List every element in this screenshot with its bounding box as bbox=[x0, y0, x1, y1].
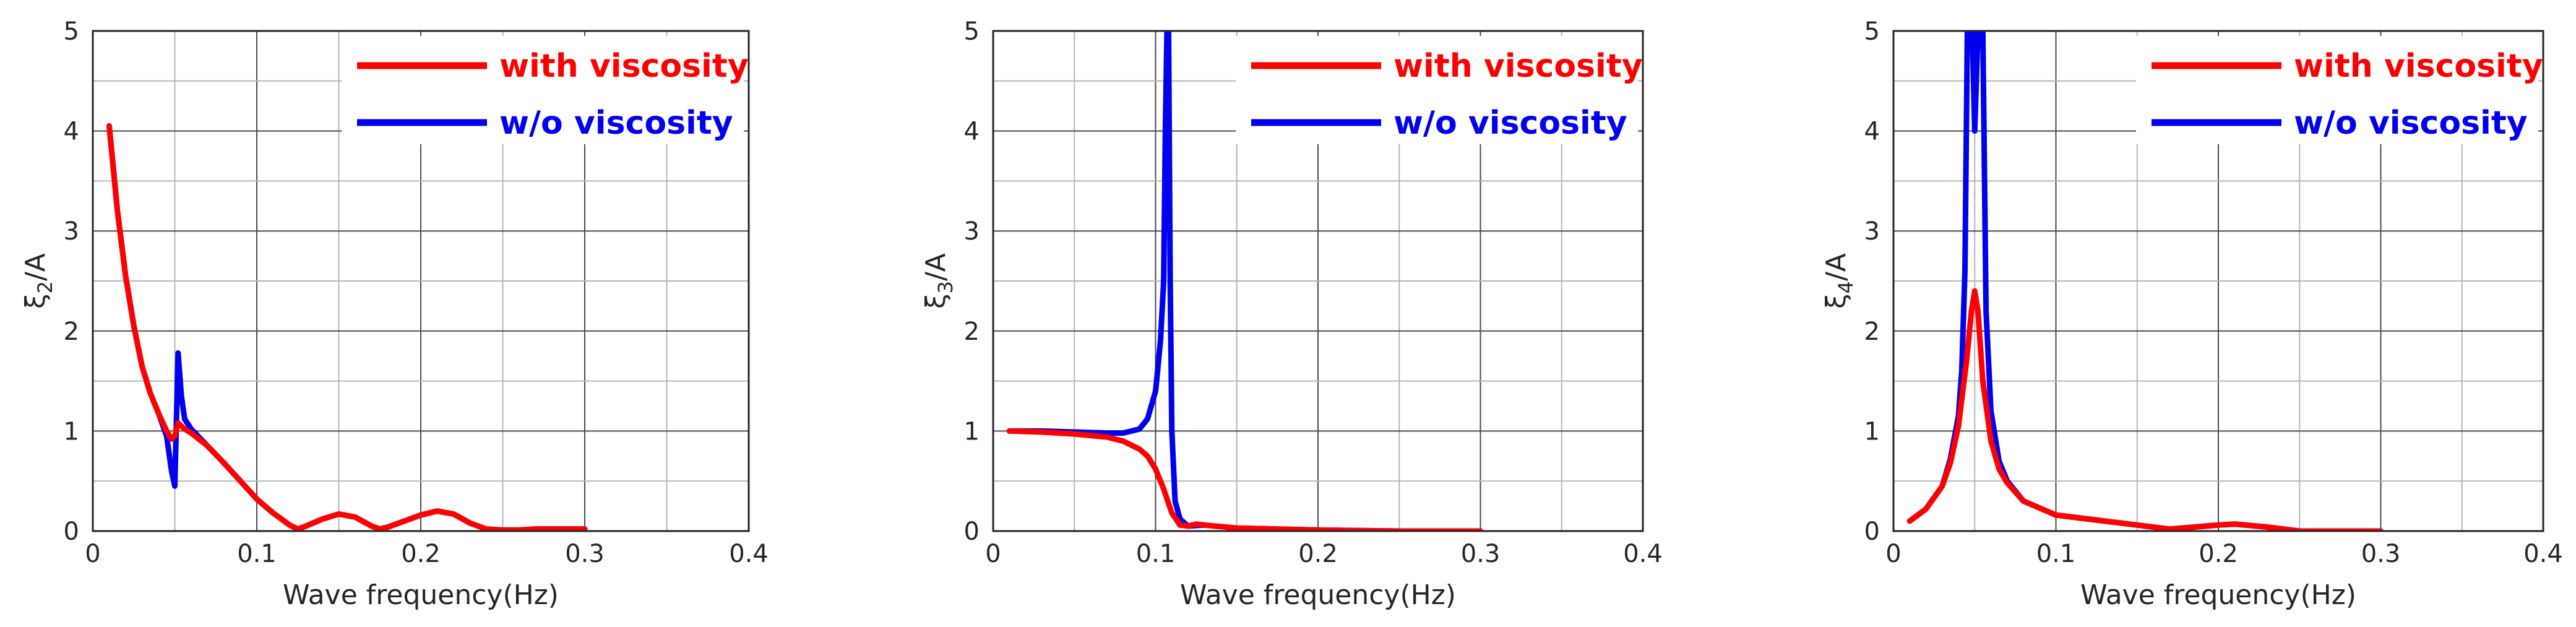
x-tick-label: 0.4 bbox=[729, 540, 769, 568]
x-tick-label: 0.3 bbox=[2361, 540, 2401, 568]
x-tick-label: 0.2 bbox=[2199, 540, 2238, 568]
legend-box bbox=[342, 36, 744, 144]
legend: with viscosity w/o viscosity bbox=[342, 36, 749, 144]
y-tick-label: 2 bbox=[1864, 318, 1880, 346]
x-tick-label: 0.1 bbox=[2036, 540, 2076, 568]
y-tick-label: 4 bbox=[1864, 118, 1880, 146]
y-tick-label: 2 bbox=[64, 318, 79, 346]
y-tick-label: 3 bbox=[964, 217, 980, 246]
y-tick-label: 4 bbox=[964, 118, 980, 146]
x-tick-label: 0 bbox=[985, 540, 1001, 568]
y-tick-label: 0 bbox=[64, 517, 79, 546]
y-axis-label: ξ2/A bbox=[20, 253, 57, 309]
legend: with viscosity w/o viscosity bbox=[1236, 36, 1643, 144]
legend: with viscosity w/o viscosity bbox=[2136, 36, 2543, 144]
y-tick-label: 1 bbox=[964, 417, 980, 446]
x-tick-label: 0.1 bbox=[1136, 540, 1176, 568]
series-line-with-viscosity bbox=[106, 123, 588, 531]
y-tick-label: 5 bbox=[964, 17, 980, 46]
y-tick-label: 3 bbox=[1864, 217, 1880, 246]
legend-label-with-viscosity: with viscosity bbox=[499, 48, 749, 85]
y-tick-label: 5 bbox=[1864, 17, 1880, 46]
chart-panel-xi2: 0 0.1 0.2 0.3 0.4 0 1 2 3 4 5 Wave frequency(Hz) ξ2/… bbox=[20, 17, 769, 611]
x-tick-label: 0.4 bbox=[1623, 540, 1663, 568]
x-tick-label: 0.2 bbox=[401, 540, 441, 568]
y-axis-label: ξ4/A bbox=[1820, 253, 1858, 309]
y-tick-label: 0 bbox=[964, 517, 980, 546]
legend-box bbox=[2136, 36, 2538, 144]
y-tick-label: 0 bbox=[1864, 517, 1880, 546]
legend-label-w-o-viscosity: w/o viscosity bbox=[499, 105, 733, 142]
legend-box bbox=[1236, 36, 1638, 144]
axes-box bbox=[92, 30, 750, 532]
y-axis-label: ξ3/A bbox=[920, 253, 957, 309]
x-tick-label: 0.1 bbox=[237, 540, 277, 568]
series-group bbox=[1006, 31, 1483, 531]
x-axis-label: Wave frequency(Hz) bbox=[1180, 579, 1456, 611]
x-axis-label: Wave frequency(Hz) bbox=[283, 579, 559, 611]
legend-label-with-viscosity: with viscosity bbox=[1394, 48, 1643, 85]
chart-panel-xi3: 0 0.1 0.2 0.3 0.4 0 1 2 3 4 5 Wave frequency(Hz) ξ3/… bbox=[920, 17, 1663, 611]
y-tick-label: 4 bbox=[64, 118, 79, 146]
x-tick-label: 0 bbox=[85, 540, 100, 568]
y-tick-label: 1 bbox=[1864, 417, 1880, 446]
y-tick-label: 1 bbox=[64, 417, 79, 446]
legend-label-with-viscosity: with viscosity bbox=[2294, 48, 2543, 85]
x-axis-label: Wave frequency(Hz) bbox=[2080, 579, 2356, 611]
x-tick-label: 0.3 bbox=[1461, 540, 1501, 568]
series-line-with-viscosity bbox=[1006, 428, 1483, 531]
axes-box bbox=[1892, 30, 2544, 532]
x-tick-label: 0.3 bbox=[565, 540, 605, 568]
series-line-with-viscosity bbox=[1906, 288, 2384, 531]
axes-box bbox=[992, 30, 1644, 532]
legend-label-w-o-viscosity: w/o viscosity bbox=[2294, 105, 2528, 142]
y-tick-label: 2 bbox=[964, 318, 980, 346]
y-tick-label: 5 bbox=[64, 17, 79, 46]
series-group bbox=[106, 123, 588, 531]
legend-label-w-o-viscosity: w/o viscosity bbox=[1394, 105, 1627, 142]
series-group bbox=[1906, 31, 2384, 531]
chart-panel-xi4: 0 0.1 0.2 0.3 0.4 0 1 2 3 4 5 Wave frequency(Hz) ξ4/… bbox=[1820, 17, 2563, 611]
y-tick-label: 3 bbox=[64, 217, 79, 246]
x-tick-label: 0 bbox=[1885, 540, 1901, 568]
x-tick-label: 0.2 bbox=[1298, 540, 1338, 568]
x-tick-label: 0.4 bbox=[2523, 540, 2563, 568]
